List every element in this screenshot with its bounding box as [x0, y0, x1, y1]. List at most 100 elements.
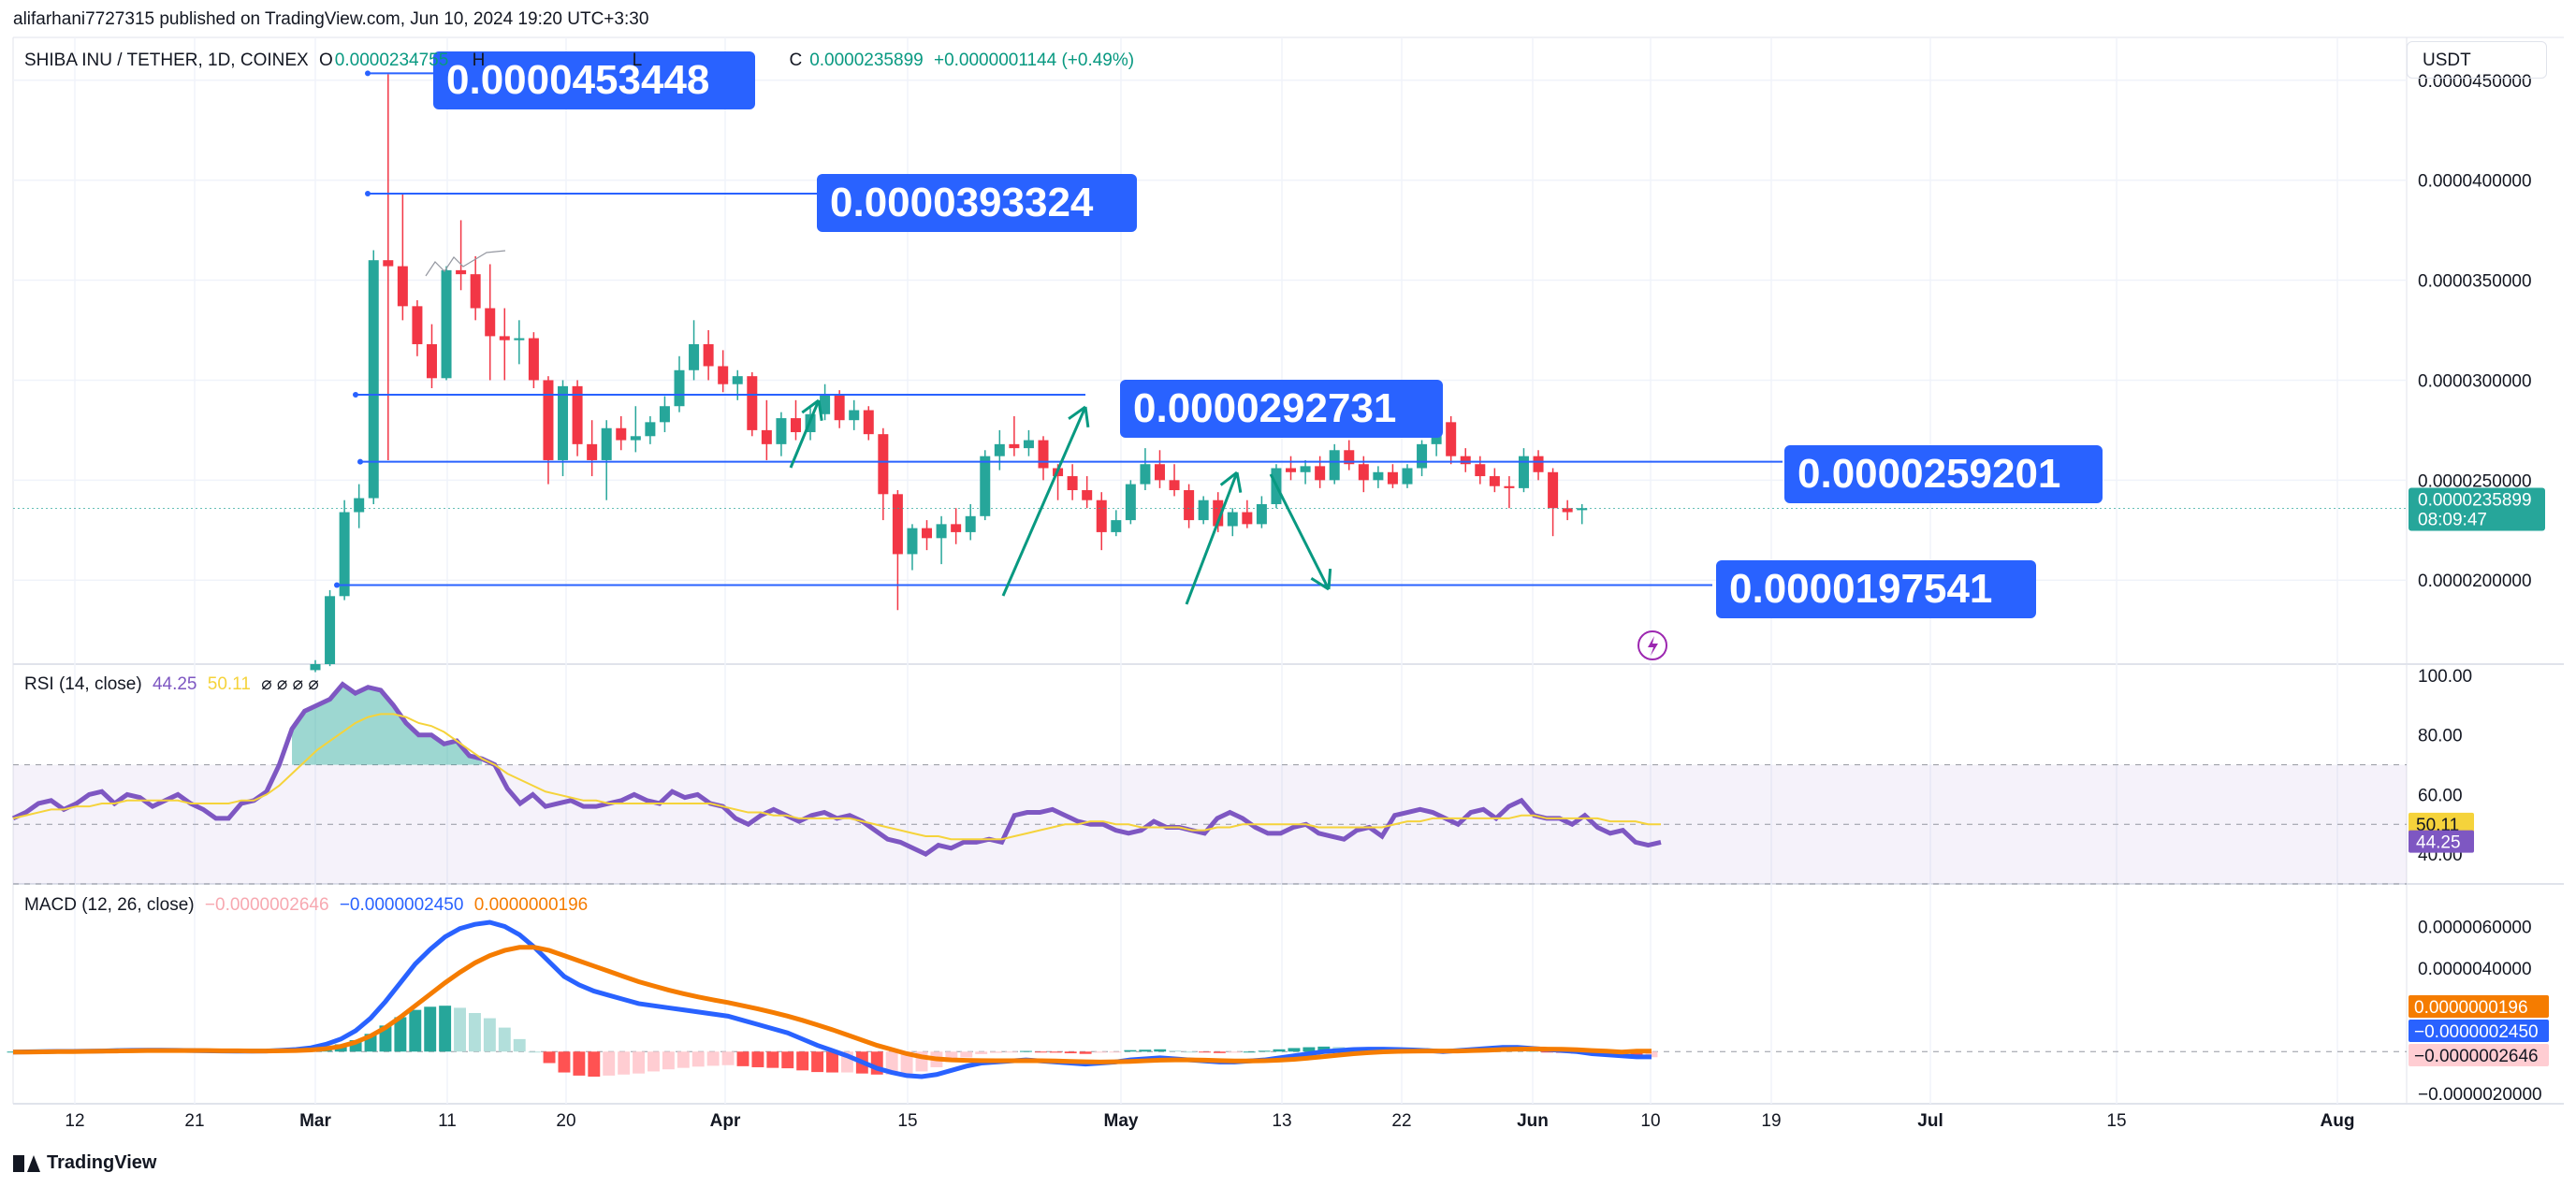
candle-body — [514, 338, 525, 340]
level-label-text: 0.0000292731 — [1133, 385, 1396, 431]
x-tick-label: 10 — [1640, 1111, 1660, 1131]
macd-histogram-bar — [1258, 1050, 1271, 1052]
macd-histogram-bar — [691, 1051, 705, 1067]
macd-histogram-bar — [1273, 1049, 1286, 1052]
x-tick-label: 12 — [65, 1111, 84, 1131]
candle-body — [1475, 464, 1486, 477]
price-legend: SHIBA INU / TETHER, 1D, COINEX O 0.000023… — [24, 51, 1140, 71]
candle-body — [922, 528, 933, 539]
level-label — [433, 51, 755, 109]
candle-body — [1460, 456, 1471, 465]
symbol-title[interactable]: SHIBA INU / TETHER, 1D, COINEX — [24, 51, 309, 70]
candle-body — [936, 524, 947, 539]
candle-body — [689, 343, 700, 370]
macd-histogram-bar — [379, 1025, 392, 1052]
close-label: C — [789, 51, 803, 70]
macd-histogram-bar — [1645, 1051, 1658, 1058]
macd-histogram-bar — [1109, 1051, 1122, 1053]
brand-name: TradingView — [47, 1152, 157, 1173]
rsi-series-line — [12, 713, 1661, 841]
macd-histogram-bar — [706, 1051, 720, 1066]
candle-body — [776, 418, 787, 444]
macd-histogram-bar — [1541, 1051, 1554, 1053]
candle-body — [1533, 456, 1544, 472]
macd-tick-label: 0.0000060000 — [2418, 918, 2532, 937]
open-value: 0.0000234755 — [334, 51, 449, 70]
candle-body — [1125, 484, 1136, 521]
candle-body — [1548, 471, 1559, 509]
candle-body — [1009, 443, 1020, 449]
current-price-label — [2409, 487, 2545, 531]
macd-value-text: −0.0000002646 — [2414, 1047, 2539, 1066]
macd-histogram-bar — [409, 1009, 422, 1052]
macd-histogram-bar — [900, 1051, 913, 1074]
macd-histogram-bar — [826, 1051, 838, 1073]
candle-body — [1329, 450, 1340, 481]
candle-body — [499, 336, 510, 340]
candle-body — [1198, 499, 1209, 521]
candle-body — [1213, 499, 1224, 527]
candle-body — [325, 596, 336, 664]
lightning-icon — [1637, 630, 1667, 660]
close-value: 0.0000235899 — [809, 51, 924, 70]
trend-arrow — [1185, 471, 1239, 605]
macd-histogram-bar — [1049, 1051, 1062, 1053]
rsi-legend: RSI (14, close) 44.25 50.11 ⌀ ⌀ ⌀ ⌀ — [24, 673, 325, 695]
hidden-values-icons: ⌀ ⌀ ⌀ ⌀ — [261, 674, 319, 694]
candle-body — [1387, 471, 1398, 485]
candle-body — [1169, 480, 1180, 491]
candle-body — [543, 380, 554, 460]
candle-body — [703, 343, 714, 367]
macd-title[interactable]: MACD (12, 26, close) — [24, 895, 195, 915]
rsi-title[interactable]: RSI (14, close) — [24, 674, 142, 694]
macd-tick-label: −0.0000020000 — [2418, 1085, 2542, 1105]
published-header: alifarhani7727315 published on TradingVi… — [13, 9, 649, 29]
currency-selector[interactable]: USDT — [2407, 41, 2547, 79]
x-tick-label: Aug — [2321, 1111, 2355, 1131]
candle-body — [1082, 490, 1093, 500]
x-tick-label: 20 — [556, 1111, 575, 1131]
candle-body — [383, 260, 394, 267]
macd-histogram-bar — [543, 1051, 556, 1064]
arrow-head — [1084, 406, 1090, 428]
level-label-text: 0.0000259201 — [1797, 451, 2060, 497]
macd-histogram-bar — [1079, 1051, 1092, 1054]
price-tick-label: 0.0000300000 — [2418, 371, 2532, 391]
candle-body — [558, 385, 569, 460]
macd-pane — [7, 919, 2407, 1079]
candle-body — [587, 443, 598, 460]
rsi-tick-label: 100.00 — [2418, 667, 2472, 687]
rsi-pane — [11, 681, 2407, 885]
arrow-head — [1310, 577, 1330, 591]
macd-histogram-bar — [454, 1007, 467, 1052]
candle-body — [528, 338, 539, 381]
macd-histogram-bar — [439, 1006, 452, 1052]
rsi-value: 44.25 — [152, 674, 197, 694]
macd-histogram-bar — [960, 1051, 973, 1058]
price-pane — [13, 74, 2407, 673]
candle-body — [426, 343, 437, 379]
macd-histogram-bar — [1526, 1050, 1539, 1052]
macd-histogram-bar — [648, 1051, 660, 1072]
macd-value-label — [2409, 995, 2549, 1018]
rsi-tick-label: 80.00 — [2418, 727, 2463, 746]
rsi-tick-label: 60.00 — [2418, 786, 2463, 805]
x-tick-label: Apr — [710, 1111, 741, 1131]
candle-body — [470, 274, 481, 309]
candle-body — [572, 385, 583, 444]
candle-body — [718, 366, 729, 384]
x-tick-label: May — [1104, 1111, 1139, 1131]
macd-histogram-bar — [1184, 1051, 1196, 1053]
candle-body — [1489, 476, 1500, 486]
high-label: H — [472, 51, 486, 70]
candle-body — [1038, 440, 1049, 469]
candle-body — [1402, 468, 1413, 485]
candle-body — [1315, 466, 1326, 481]
macd-histogram-bar — [588, 1051, 601, 1078]
macd-histogram-bar — [1198, 1051, 1211, 1053]
candle-body — [1518, 456, 1529, 488]
level-label-text: 0.0000197541 — [1729, 566, 1992, 612]
candle-body — [485, 308, 496, 337]
x-tick-label: 15 — [2106, 1111, 2126, 1131]
